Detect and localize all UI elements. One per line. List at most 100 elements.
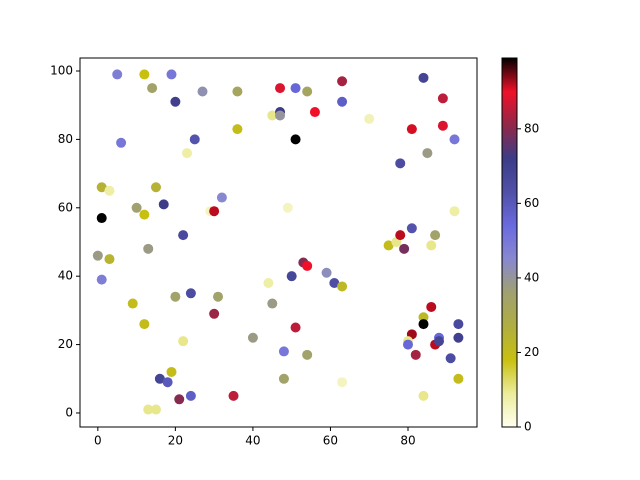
point xyxy=(112,69,123,80)
point xyxy=(139,209,150,220)
point xyxy=(434,336,445,347)
point xyxy=(213,291,224,302)
point xyxy=(418,319,429,330)
point xyxy=(282,202,293,213)
point xyxy=(302,260,313,271)
colorbar-tick-label: 60 xyxy=(524,196,539,210)
point xyxy=(453,373,464,384)
point xyxy=(337,96,348,107)
point xyxy=(275,110,286,121)
point xyxy=(418,312,429,323)
point xyxy=(209,308,220,319)
point xyxy=(197,86,208,97)
point xyxy=(302,86,313,97)
point xyxy=(290,322,301,333)
y-tick-label: 0 xyxy=(65,405,73,419)
point xyxy=(96,182,107,193)
point xyxy=(131,202,142,213)
point xyxy=(453,332,464,343)
point xyxy=(364,113,375,124)
x-tick-label: 0 xyxy=(94,434,102,448)
point xyxy=(275,83,286,94)
point xyxy=(321,267,332,278)
point xyxy=(329,278,340,289)
colorbar-tick-label: 40 xyxy=(524,270,539,284)
point xyxy=(216,192,227,203)
point xyxy=(267,298,278,309)
y-tick-label: 40 xyxy=(58,269,73,283)
point xyxy=(418,72,429,83)
point xyxy=(337,76,348,87)
point xyxy=(290,134,301,145)
point xyxy=(228,390,239,401)
y-tick-label: 20 xyxy=(58,337,73,351)
point xyxy=(162,377,173,388)
x-tick-label: 20 xyxy=(168,434,183,448)
point xyxy=(96,213,107,224)
point xyxy=(178,230,189,241)
point xyxy=(395,230,406,241)
colorbar-tick-label: 80 xyxy=(524,121,539,135)
point xyxy=(406,124,417,135)
point xyxy=(426,240,437,251)
point xyxy=(395,158,406,169)
point xyxy=(150,182,161,193)
colorbar-tick-label: 0 xyxy=(524,420,532,434)
point xyxy=(127,298,138,309)
point xyxy=(232,124,243,135)
y-tick-label: 60 xyxy=(58,200,73,214)
point xyxy=(143,404,154,415)
point xyxy=(418,390,429,401)
x-tick-label: 80 xyxy=(400,434,415,448)
point xyxy=(232,86,243,97)
point xyxy=(422,148,433,159)
point xyxy=(449,134,460,145)
point xyxy=(147,83,158,94)
point xyxy=(406,223,417,234)
point xyxy=(399,243,410,254)
point xyxy=(104,254,115,265)
point xyxy=(116,137,127,148)
point xyxy=(209,206,220,217)
x-tick-label: 40 xyxy=(245,434,260,448)
point xyxy=(410,349,421,360)
point xyxy=(278,346,289,357)
point xyxy=(290,83,301,94)
point xyxy=(166,366,177,377)
point xyxy=(158,199,169,210)
point xyxy=(286,271,297,282)
point xyxy=(437,93,448,104)
point xyxy=(437,120,448,131)
point xyxy=(445,353,456,364)
y-tick-label: 80 xyxy=(58,132,73,146)
point xyxy=(170,96,181,107)
point xyxy=(185,390,196,401)
point xyxy=(337,281,348,292)
point xyxy=(247,332,258,343)
plot-frame xyxy=(79,57,478,428)
point xyxy=(104,185,115,196)
point xyxy=(278,373,289,384)
point xyxy=(170,291,181,302)
point xyxy=(263,278,274,289)
point xyxy=(150,404,161,415)
point xyxy=(139,319,150,330)
y-tick-label: 100 xyxy=(50,63,73,77)
point xyxy=(166,69,177,80)
point xyxy=(92,250,103,261)
point xyxy=(449,206,460,217)
point xyxy=(143,243,154,254)
point xyxy=(154,373,165,384)
colorbar xyxy=(501,57,518,428)
point xyxy=(182,148,193,159)
point xyxy=(402,339,413,350)
point xyxy=(139,69,150,80)
point xyxy=(426,301,437,312)
point xyxy=(430,230,441,241)
point xyxy=(383,240,394,251)
point xyxy=(267,110,278,121)
point xyxy=(185,288,196,299)
point xyxy=(309,107,320,118)
point xyxy=(453,319,464,330)
